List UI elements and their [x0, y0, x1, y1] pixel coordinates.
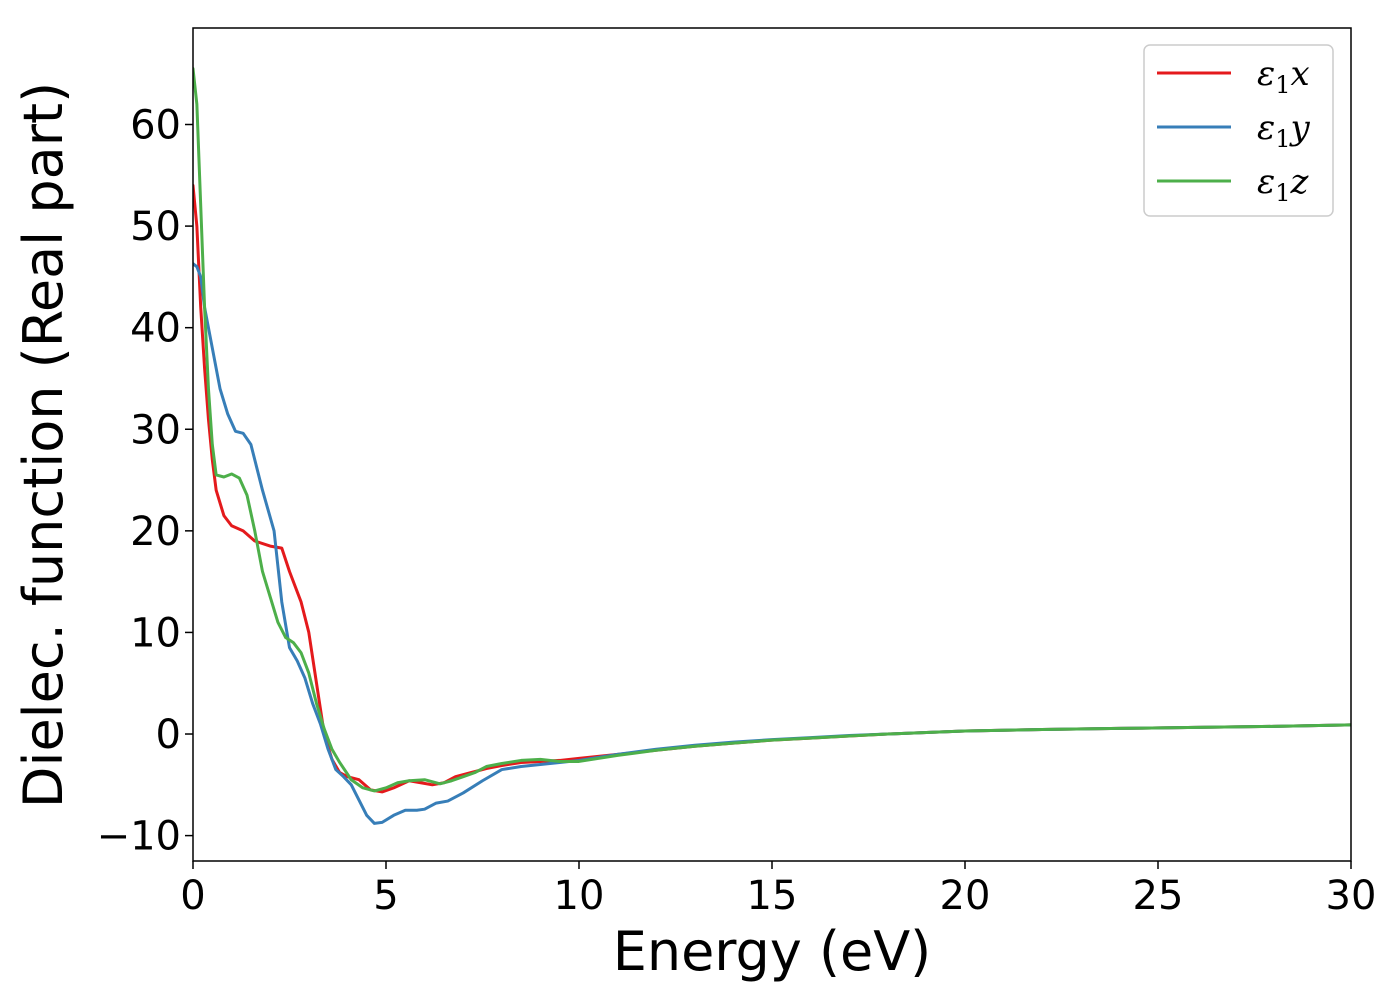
series-line-z [193, 67, 1351, 793]
y-tick-label: 10 [130, 610, 181, 656]
x-tick-label: 5 [373, 873, 398, 919]
legend-symbol: ε [1257, 108, 1275, 148]
legend-symbol: ε [1257, 162, 1275, 202]
legend-symbol: ε [1257, 54, 1275, 94]
legend-subscript: 1 [1275, 179, 1290, 207]
y-tick-label: −10 [97, 814, 181, 860]
y-axis-label: Dielec. function (Real part) [12, 82, 75, 808]
y-tick-label: 60 [130, 103, 181, 149]
x-tick-label: 25 [1133, 873, 1184, 919]
x-tick-label: 20 [940, 873, 991, 919]
legend-subscript: 1 [1275, 71, 1290, 99]
legend-label-z: ε1z [1257, 162, 1310, 207]
x-tick-label: 15 [747, 873, 798, 919]
y-axis: −10 0 10 20 30 40 50 60 [97, 103, 193, 860]
x-axis: 0 5 10 15 20 25 30 [180, 861, 1376, 919]
y-tick-label: 30 [130, 407, 181, 453]
legend-label-x: ε1x [1257, 54, 1310, 99]
y-tick-label: 50 [130, 204, 181, 250]
x-axis-label: Energy (eV) [613, 920, 932, 983]
legend-component: x [1291, 54, 1310, 94]
legend-box [1143, 44, 1334, 217]
x-tick-label: 0 [180, 873, 205, 919]
y-tick-label: 40 [130, 306, 181, 352]
series-line-x [193, 183, 1351, 794]
y-tick-label: 0 [156, 712, 181, 758]
x-tick-label: 30 [1326, 873, 1377, 919]
legend-label-y: ε1y [1257, 108, 1311, 153]
legend-component: z [1290, 162, 1310, 202]
legend-subscript: 1 [1275, 125, 1290, 153]
series-layer [193, 67, 1351, 825]
legend-component: y [1289, 108, 1311, 148]
x-tick-label: 10 [554, 873, 605, 919]
y-tick-label: 20 [130, 509, 181, 555]
